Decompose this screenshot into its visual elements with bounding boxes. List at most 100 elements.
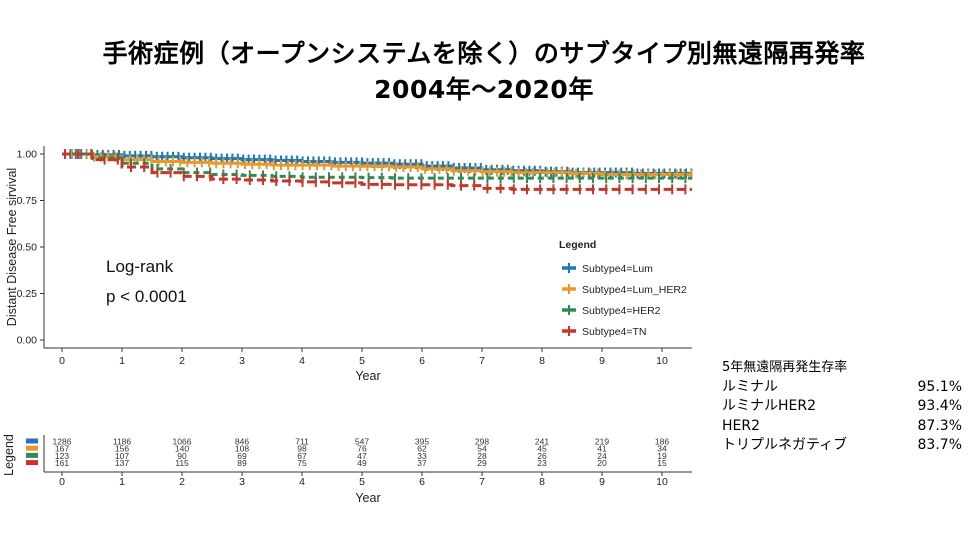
risk-count: 846 [235,437,249,447]
p-value-label: p < 0.0001 [106,287,187,306]
risk-count: 115 [175,458,189,468]
risk-count: 41 [597,444,607,454]
risk-count: 54 [477,444,487,454]
risk-count: 26 [537,451,547,461]
survival-row-her2: HER2 87.3% [722,417,962,437]
survival-value: 83.7% [917,437,962,453]
risk-count: 49 [357,458,367,468]
survival-value: 87.3% [917,417,962,434]
risk-count: 711 [295,437,309,447]
risk-count: 45 [537,444,547,454]
risk-x-axis-title: Year [355,491,380,505]
x-tick-label: 1 [119,355,125,367]
x-tick-label: 4 [299,355,305,367]
y-axis-title: Distant Disease Free sirvival [5,168,19,326]
risk-count: 75 [297,458,307,468]
risk-count: 1186 [113,437,132,447]
legend-entry: Subtype4=Lum_HER2 [582,284,687,296]
risk-count: 19 [657,451,667,461]
legend-entry: Subtype4=Lum [582,263,653,275]
risk-x-tick-label: 0 [59,476,65,488]
risk-x-tick-label: 10 [656,476,668,488]
risk-row-swatch [26,445,38,451]
risk-count: 20 [597,458,607,468]
y-tick-label: 0.25 [17,288,38,300]
risk-x-tick-label: 3 [239,476,245,488]
survival-label: トリプルネガティブ [722,437,848,453]
risk-count: 28 [477,451,487,461]
survival-value: 93.4% [917,398,962,414]
risk-count: 140 [175,444,189,454]
risk-count: 219 [595,437,609,447]
survival-row-lum: ルミナル 95.1% [722,378,962,398]
chart-title: 手術症例（オープンシステムを除く）のサブタイプ別無遠隔再発率 [102,39,866,68]
risk-count: 156 [115,444,129,454]
risk-count: 24 [597,451,607,461]
y-tick-label: 1.00 [17,149,38,161]
y-tick-label: 0.00 [17,335,38,347]
survival-label: ルミナルHER2 [722,398,817,414]
x-tick-label: 6 [419,355,425,367]
risk-count: 33 [417,451,427,461]
risk-count: 1066 [173,437,192,447]
risk-count: 123 [55,451,69,461]
legend-title: Legend [559,239,596,251]
risk-count: 90 [177,451,187,461]
x-tick-label: 10 [656,355,668,367]
risk-x-tick-label: 4 [299,476,305,488]
x-tick-label: 2 [179,355,185,367]
y-tick-label: 0.50 [17,242,38,254]
series-line-3 [62,152,692,191]
survival-label: ルミナル [722,378,778,395]
risk-count: 37 [417,458,427,468]
risk-row-swatch [26,452,38,458]
risk-count: 547 [355,437,369,447]
x-tick-label: 3 [239,355,245,367]
x-axis-title: Year [355,369,380,383]
survival-row-tn: トリプルネガティブ 83.7% [722,436,962,456]
risk-count: 108 [235,444,249,454]
risk-count: 15 [657,458,667,468]
survival-label: HER2 [722,417,761,434]
risk-x-tick-label: 5 [359,476,365,488]
series-line-1 [62,152,692,176]
risk-count: 167 [55,444,69,454]
legend-entry: Subtype4=TN [582,326,647,338]
x-tick-label: 5 [359,355,365,367]
risk-x-tick-label: 8 [539,476,545,488]
risk-count: 76 [357,444,367,454]
risk-count: 186 [655,437,669,447]
risk-count: 137 [115,458,129,468]
risk-row-swatch [26,460,38,466]
x-tick-label: 0 [59,355,65,367]
risk-count: 161 [55,458,69,468]
chart-subtitle: 2004年～2020年 [374,75,594,104]
risk-x-tick-label: 1 [119,476,125,488]
risk-count: 298 [475,437,489,447]
survival-row-lum-her2: ルミナルHER2 93.4% [722,397,962,417]
risk-x-tick-label: 2 [179,476,185,488]
x-tick-label: 9 [599,355,605,367]
risk-count: 241 [535,437,549,447]
risk-x-tick-label: 7 [479,476,485,488]
risk-count: 107 [115,451,129,461]
legend-entry: Subtype4=HER2 [582,305,661,317]
x-tick-label: 7 [479,355,485,367]
risk-count: 47 [357,451,367,461]
risk-count: 69 [237,451,247,461]
risk-count: 395 [415,437,429,447]
risk-count: 23 [537,458,547,468]
risk-count: 98 [297,444,307,454]
x-tick-label: 8 [539,355,545,367]
risk-count: 67 [297,451,307,461]
risk-count: 89 [237,458,247,468]
risk-count: 34 [657,444,667,454]
survival-value: 95.1% [917,378,962,395]
risk-row-swatch [26,438,38,444]
risk-count: 1286 [53,437,72,447]
y-tick-label: 0.75 [17,195,38,207]
risk-count: 62 [417,444,427,454]
risk-y-axis-title: Legend [2,434,16,476]
risk-count: 29 [477,458,487,468]
